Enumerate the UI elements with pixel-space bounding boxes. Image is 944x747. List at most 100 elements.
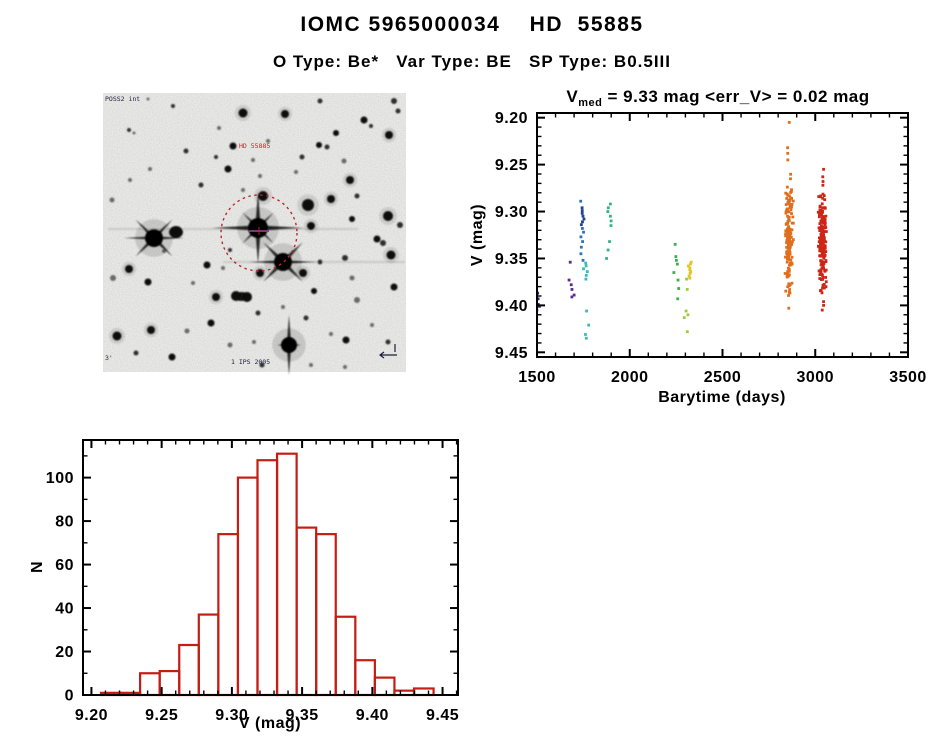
data-point [823,250,826,254]
data-point [568,260,572,264]
data-point [689,270,693,273]
data-point [688,266,692,270]
data-point [787,225,790,229]
light-curve-axes: 1500 2000 2500 3000 3500 9.20 9.25 9.30 9.35 9.40… [495,110,926,386]
data-point [572,293,576,297]
data-point [605,257,608,260]
data-point [787,257,790,261]
star [327,195,335,203]
histogram-bar [315,533,337,697]
star [354,297,360,303]
data-point [818,228,822,232]
data-point [672,271,676,274]
data-point [786,285,790,289]
star [390,283,398,291]
data-point [819,263,823,267]
y-tick-label: 9.35 [495,251,528,268]
star [198,182,204,188]
data-point [824,260,828,264]
data-point [677,287,681,290]
data-point [606,206,610,210]
scale-label: 3' [105,354,113,362]
data-point [786,207,789,211]
star [317,98,323,104]
data-point [822,167,825,171]
histogram-bars-layer [99,452,435,697]
data-point [787,252,791,256]
star [133,350,139,356]
data-point [820,246,824,250]
compass-icon [379,344,397,359]
data-point [790,203,794,206]
star [258,174,262,178]
data-point [582,230,585,234]
data-point [820,252,824,256]
data-point [685,277,688,281]
data-point [584,264,588,268]
histogram-xlabel: V (mag) [239,715,301,732]
star [147,326,155,334]
x-tick-label: 2500 [704,369,742,386]
star-field-image: POSS2 int HD 55885 1 IPS 2005 3' [103,93,406,375]
data-point [824,285,828,289]
data-point [818,238,822,242]
star [132,131,136,135]
data-point [822,238,826,241]
data-point [580,206,584,210]
star [255,310,261,316]
data-point [584,336,588,340]
y-tick-label: 80 [55,514,74,531]
data-point [821,206,825,210]
stars-layer [108,97,405,375]
data-point [819,194,823,198]
data-point [784,203,788,207]
data-point [787,284,791,288]
data-point [786,237,789,241]
data-point [818,277,822,280]
data-point [787,219,791,222]
y-tick-label: 9.20 [495,110,528,127]
data-point [787,217,791,220]
y-tick-label: 9.30 [495,204,528,221]
star [207,319,215,327]
data-point [820,211,824,215]
data-point [789,196,792,200]
data-point [789,177,792,181]
data-point [823,221,827,225]
data-point [818,222,822,225]
star [383,211,393,221]
data-point [676,278,680,282]
y-tick-label: 20 [55,644,74,661]
data-point [537,291,540,295]
data-point [785,252,789,256]
data-point [816,244,820,248]
data-point [785,222,789,225]
data-point [788,233,792,237]
data-point [784,234,788,238]
histogram-bar [334,615,357,697]
star [252,340,256,344]
survey-label: POSS2 int [105,95,140,103]
histogram-bar [178,643,200,697]
data-point [789,208,793,212]
data-point [785,192,789,196]
data-point [817,240,821,244]
data-point [787,210,791,214]
data-point [817,269,821,273]
y-tick-label: 9.45 [495,345,528,362]
x-tick-label: 3000 [796,369,834,386]
data-point [567,278,571,282]
star [346,176,354,184]
data-point [787,120,791,124]
data-point [789,235,793,239]
data-point [819,213,823,217]
histogram-bar [197,613,220,697]
data-point [787,294,790,297]
data-point [585,309,588,313]
data-point [787,267,791,271]
data-point [818,289,822,293]
data-point [606,248,610,252]
data-point [821,225,825,229]
data-point [823,239,826,243]
